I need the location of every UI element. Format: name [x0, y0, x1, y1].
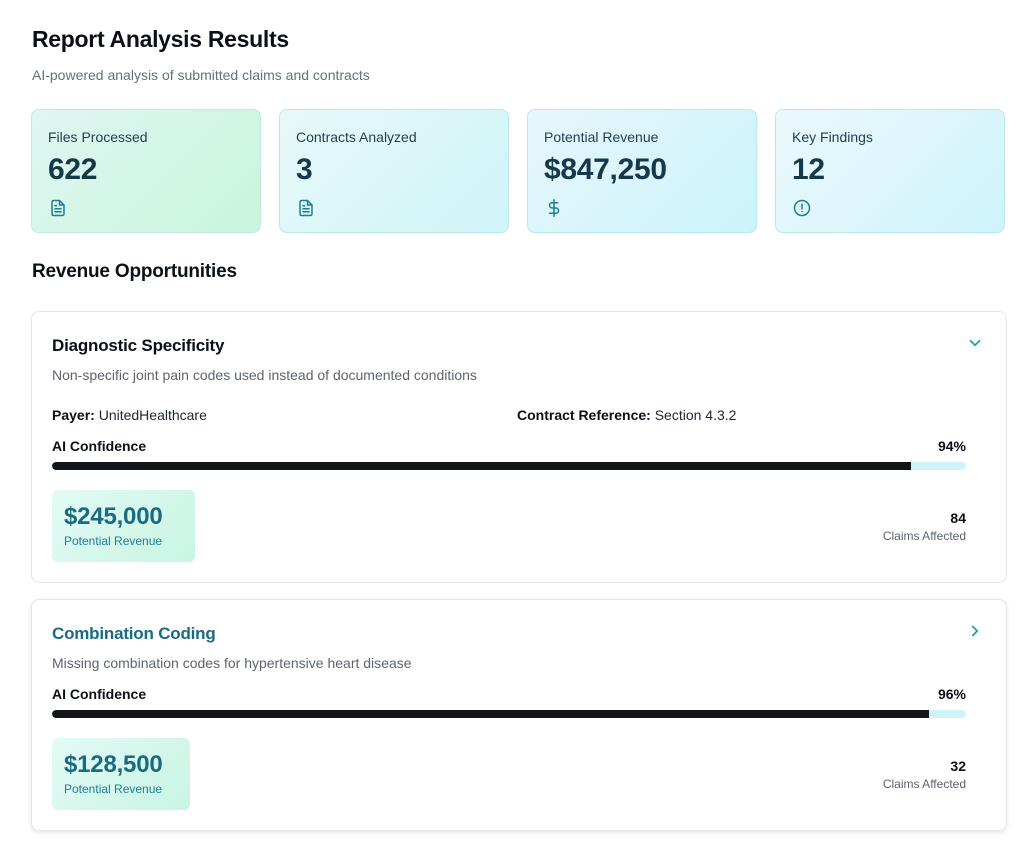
opportunity-description: Non-specific joint pain codes used inste…	[52, 367, 477, 383]
confidence-percent: 94%	[937, 438, 966, 454]
stat-value: 622	[48, 153, 98, 186]
stats-row: Files Processed 622 Contracts Analyzed 3…	[31, 109, 1007, 235]
confidence-percent: 96%	[937, 686, 966, 702]
stat-card-contracts-analyzed: Contracts Analyzed 3	[279, 109, 509, 233]
section-title: Revenue Opportunities	[32, 261, 237, 282]
claims-count: 32	[950, 758, 966, 774]
revenue-label: Potential Revenue	[64, 534, 163, 548]
dollar-icon	[548, 199, 560, 217]
payer-value: UnitedHealthcare	[98, 407, 207, 423]
stat-label: Key Findings	[792, 129, 873, 145]
confidence-bar-fill	[52, 710, 930, 718]
confidence-bar	[52, 710, 966, 718]
chevron-right-icon[interactable]	[966, 622, 984, 640]
stat-value: 3	[296, 153, 313, 186]
opportunity-card-diagnostic-specificity: Diagnostic Specificity Non-specific join…	[31, 311, 1007, 583]
page-subtitle: AI-powered analysis of submitted claims …	[32, 67, 370, 83]
potential-revenue-box: $245,000 Potential Revenue	[52, 490, 195, 562]
confidence-label: AI Confidence	[52, 438, 147, 454]
stat-label: Files Processed	[48, 129, 148, 145]
potential-revenue-box: $128,500 Potential Revenue	[52, 738, 190, 810]
revenue-amount: $128,500	[64, 751, 163, 778]
revenue-label: Potential Revenue	[64, 782, 163, 796]
stat-card-files-processed: Files Processed 622	[31, 109, 261, 233]
payer-info: Payer: UnitedHealthcare	[52, 407, 207, 423]
opportunity-title[interactable]: Diagnostic Specificity	[52, 336, 225, 355]
claims-count: 84	[950, 510, 966, 526]
confidence-bar	[52, 462, 966, 470]
stat-card-potential-revenue: Potential Revenue $847,250	[527, 109, 757, 233]
contract-reference: Contract Reference: Section 4.3.2	[517, 407, 736, 423]
stat-value: $847,250	[544, 153, 667, 186]
document-icon	[299, 199, 313, 217]
claims-affected: 32 Claims Affected	[883, 758, 966, 791]
stat-label: Contracts Analyzed	[296, 129, 417, 145]
page-title: Report Analysis Results	[32, 26, 289, 52]
contract-value: Section 4.3.2	[654, 407, 737, 423]
stat-value: 12	[792, 153, 825, 186]
opportunity-card-combination-coding: Combination Coding Missing combination c…	[31, 599, 1007, 831]
revenue-amount: $245,000	[64, 503, 163, 530]
claims-affected: 84 Claims Affected	[883, 510, 966, 543]
confidence-label: AI Confidence	[52, 686, 147, 702]
payer-label: Payer:	[52, 407, 95, 423]
chevron-down-icon[interactable]	[966, 334, 984, 352]
stat-card-key-findings: Key Findings 12	[775, 109, 1005, 233]
contract-label: Contract Reference:	[517, 407, 651, 423]
opportunity-description: Missing combination codes for hypertensi…	[52, 655, 412, 671]
alert-circle-icon	[793, 199, 811, 217]
claims-label: Claims Affected	[882, 777, 966, 791]
document-icon	[51, 199, 65, 217]
claims-label: Claims Affected	[882, 529, 966, 543]
stat-label: Potential Revenue	[544, 129, 659, 145]
confidence-bar-fill	[52, 462, 912, 470]
opportunity-title[interactable]: Combination Coding	[52, 624, 216, 643]
